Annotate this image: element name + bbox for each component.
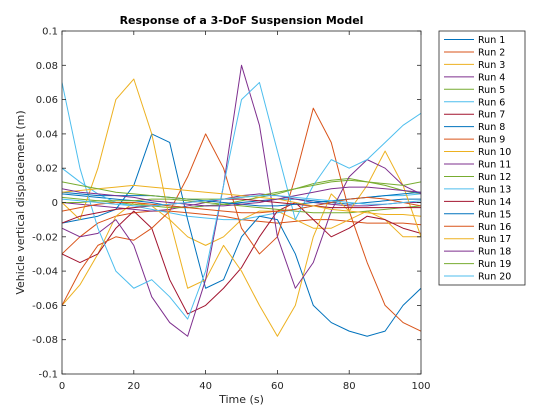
y-tick-label: 0.08	[36, 61, 58, 72]
y-tick-label: 0	[52, 198, 58, 209]
legend-label: Run 6	[478, 97, 505, 108]
legend-label: Run 15	[478, 209, 511, 220]
series-line-run-14	[62, 198, 421, 224]
series-line-run-1	[62, 193, 421, 209]
series-line-run-8	[62, 133, 421, 337]
series-line-run-17	[62, 184, 421, 217]
legend-label: Run 10	[478, 147, 511, 158]
legend-item-run-9: Run 9	[444, 135, 505, 146]
y-tick-label: 0.04	[36, 129, 58, 140]
series-line-run-13	[62, 81, 421, 320]
y-tick-label: -0.1	[38, 370, 58, 381]
series-layer	[62, 64, 421, 337]
series-line-run-5	[62, 177, 421, 209]
series-line-run-12	[62, 198, 421, 214]
legend-label: Run 14	[478, 197, 511, 208]
series-line-run-10	[62, 78, 421, 337]
y-tick-label: -0.08	[32, 335, 58, 346]
legend-item-run-12: Run 12	[444, 172, 511, 183]
legend-item-run-16: Run 16	[444, 222, 511, 233]
y-tick-label: -0.06	[32, 301, 58, 312]
x-tick-label: 60	[271, 381, 284, 392]
series-line-run-16	[62, 196, 421, 214]
x-tick-label: 80	[343, 381, 356, 392]
y-tick-label: -0.04	[32, 267, 58, 278]
legend-label: Run 12	[478, 172, 511, 183]
legend-box	[438, 30, 526, 286]
legend-label: Run 5	[478, 85, 505, 96]
legend-item-run-6: Run 6	[444, 97, 505, 108]
legend-item-run-1: Run 1	[444, 35, 505, 46]
legend-label: Run 18	[478, 247, 511, 258]
y-tick-label: 0.1	[42, 27, 58, 38]
legend-item-run-8: Run 8	[444, 122, 505, 133]
legend-label: Run 20	[478, 272, 511, 283]
legend-item-run-11: Run 11	[444, 160, 511, 171]
x-tick-label: 20	[127, 381, 140, 392]
series-line-run-7	[62, 202, 421, 315]
series-line-run-9	[62, 107, 421, 332]
legend-item-run-10: Run 10	[444, 147, 511, 158]
legend-item-run-2: Run 2	[444, 47, 505, 58]
legend-item-run-13: Run 13	[444, 184, 511, 195]
legend-label: Run 8	[478, 122, 505, 133]
legend-label: Run 19	[478, 259, 511, 270]
legend-item-run-20: Run 20	[444, 272, 511, 283]
legend-label: Run 4	[478, 72, 505, 83]
legend-item-run-19: Run 19	[444, 259, 511, 270]
series-line-run-20	[62, 195, 421, 207]
legend-item-run-5: Run 5	[444, 85, 505, 96]
legend-item-run-18: Run 18	[444, 247, 511, 258]
legend-label: Run 1	[478, 35, 505, 46]
legend-item-run-15: Run 15	[444, 209, 511, 220]
y-tick-label: 0.02	[36, 164, 58, 175]
series-line-run-11	[62, 64, 421, 337]
legend-label: Run 16	[478, 222, 511, 233]
y-tick-label: 0.06	[36, 95, 58, 106]
legend-label: Run 17	[478, 234, 511, 245]
legend-item-run-17: Run 17	[444, 234, 511, 245]
legend-label: Run 3	[478, 60, 505, 71]
y-axis-label: Vehicle vertical displacement (m)	[14, 110, 27, 294]
x-tick-label: 0	[59, 381, 65, 392]
x-tick-label: 40	[199, 381, 212, 392]
legend-item-run-3: Run 3	[444, 60, 505, 71]
legend-label: Run 7	[478, 110, 505, 121]
legend-label: Run 9	[478, 135, 505, 146]
y-tick-label: -0.02	[32, 232, 58, 243]
legend-label: Run 13	[478, 184, 511, 195]
tick-layer: 0 20 40 60 80 100 -0.1 -0.08 -0.06 -0.04 -0.02 0 0.0…	[32, 27, 430, 393]
x-tick-label: 100	[411, 381, 430, 392]
legend-label: Run 11	[478, 160, 511, 171]
legend-item-run-14: Run 14	[444, 197, 511, 208]
legend-label: Run 2	[478, 47, 505, 58]
legend-item-run-7: Run 7	[444, 110, 505, 121]
chart-title: Response of a 3-DoF Suspension Model	[120, 14, 364, 27]
legend-item-run-4: Run 4	[444, 72, 505, 83]
x-axis-label: Time (s)	[218, 393, 264, 406]
series-line-run-18	[62, 186, 421, 207]
